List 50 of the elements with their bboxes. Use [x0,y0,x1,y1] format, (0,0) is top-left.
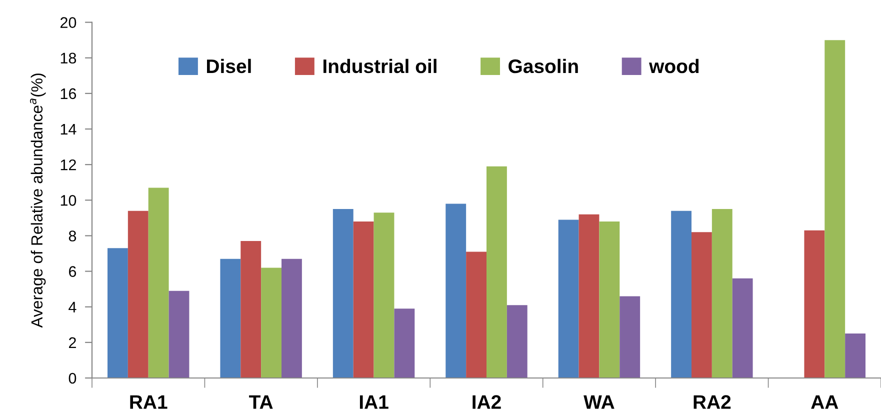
bar [558,220,579,378]
y-tick-label: 20 [60,17,76,28]
x-tick-label: RA1 [130,395,168,409]
bar [261,268,282,378]
bar [845,334,866,378]
legend-label: Industrial oil [323,58,436,74]
bar [220,258,241,378]
bar [168,290,190,378]
bar [332,209,354,378]
bar [712,209,732,378]
bar [353,221,374,378]
y-tick-label: 0 [68,372,76,384]
y-tick-label: 2 [68,337,76,348]
bar [506,305,528,378]
bar [148,188,169,378]
y-tick-label: 4 [68,302,76,312]
bar [671,210,692,378]
y-tick-label: 8 [68,230,76,242]
bar [732,278,753,378]
legend-label: Gasolin [508,58,578,74]
x-tick-label: WA [584,395,614,409]
y-tick-label: 6 [69,266,76,277]
y-axis-title: Average of Relative abundance$^{a}$(%) [30,74,46,328]
legend-label: wood [649,58,699,74]
bar [374,212,394,378]
y-tick-label: 14 [60,124,76,135]
x-tick-label: RA2 [694,395,731,409]
bar [240,241,262,378]
bar [466,252,486,378]
bar [804,230,825,378]
legend-label: Disel [207,58,251,74]
bar [282,258,302,378]
bar [620,296,640,378]
y-tick-label: 16 [60,88,76,100]
y-tick-label: 12 [60,159,76,170]
bar [108,248,128,378]
bar [394,308,415,378]
x-tick-label: IA1 [360,395,388,409]
x-tick-label: IA2 [472,395,501,409]
bar [692,232,712,378]
bar [824,40,846,378]
x-tick-label: TA [249,395,273,409]
bar [128,210,148,378]
y-tick-label: 18 [60,52,76,64]
y-tick-label: 10 [60,195,76,206]
bar [599,221,620,378]
x-tick-label: AA [811,395,838,409]
bar [578,214,600,378]
bar [446,204,466,378]
bar [486,166,507,378]
